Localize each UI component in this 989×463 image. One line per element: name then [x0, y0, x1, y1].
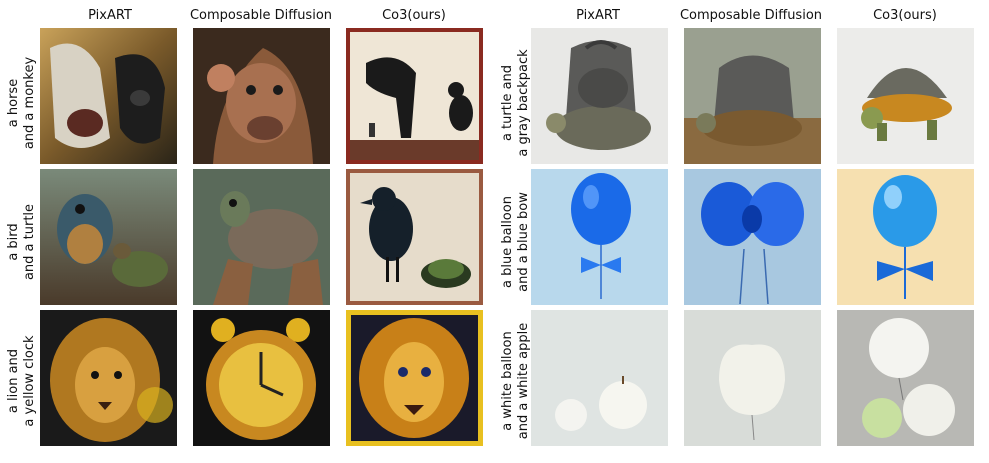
right-row-label-3: a white balloon and a white apple — [500, 311, 532, 451]
left-header-co3: Co3(ours) — [382, 8, 446, 23]
image-balloon-bow-co3 — [837, 169, 974, 305]
image-balloon-bow-pixart — [531, 169, 668, 305]
image-horse-monkey-composable — [193, 28, 330, 164]
image-balloon-bow-composable — [684, 169, 821, 305]
prompt-line: a gray backpack — [516, 49, 531, 157]
image-horse-monkey-pixart — [40, 28, 177, 164]
image-turtle-backpack-pixart — [531, 28, 668, 164]
right-header-composable-diffusion: Composable Diffusion — [679, 8, 823, 23]
image-horse-monkey-co3 — [346, 28, 483, 164]
prompt-line: a turtle and — [500, 64, 515, 142]
image-turtle-backpack-composable — [684, 28, 821, 164]
image-bird-turtle-pixart — [40, 169, 177, 305]
prompt-line: a bird — [6, 223, 21, 261]
image-balloon-apple-composable — [684, 310, 821, 446]
image-lion-clock-co3 — [346, 310, 483, 446]
image-turtle-backpack-co3 — [837, 28, 974, 164]
prompt-line: and a turtle — [22, 203, 37, 281]
prompt-line: and a monkey — [22, 56, 37, 150]
left-row-label-1: a horse and a monkey — [6, 33, 38, 173]
prompt-line: and a white apple — [516, 322, 531, 440]
left-header-composable-diffusion: Composable Diffusion — [189, 8, 333, 23]
image-lion-clock-pixart — [40, 310, 177, 446]
image-bird-turtle-composable — [193, 169, 330, 305]
image-balloon-apple-pixart — [531, 310, 668, 446]
image-lion-clock-composable — [193, 310, 330, 446]
left-row-label-3: a lion and a yellow clock — [6, 311, 38, 451]
left-header-pixart: PixART — [88, 8, 132, 23]
right-row-label-1: a turtle and a gray backpack — [500, 33, 532, 173]
right-row-label-2: a blue balloon and a blue bow — [500, 172, 532, 312]
image-balloon-apple-co3 — [837, 310, 974, 446]
right-header-pixart: PixART — [576, 8, 620, 23]
prompt-line: a lion and — [6, 348, 21, 414]
prompt-line: a blue balloon — [500, 196, 515, 288]
prompt-line: and a blue bow — [516, 192, 531, 292]
left-row-label-2: a bird and a turtle — [6, 172, 38, 312]
image-bird-turtle-co3 — [346, 169, 483, 305]
right-header-co3: Co3(ours) — [873, 8, 937, 23]
prompt-line: a yellow clock — [22, 335, 37, 427]
prompt-line: a white balloon — [500, 331, 515, 431]
prompt-line: a horse — [6, 78, 21, 128]
